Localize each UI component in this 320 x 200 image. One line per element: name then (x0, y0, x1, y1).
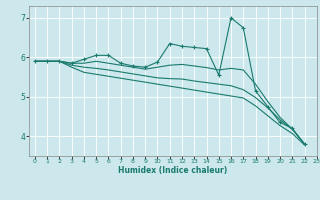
X-axis label: Humidex (Indice chaleur): Humidex (Indice chaleur) (118, 166, 228, 175)
